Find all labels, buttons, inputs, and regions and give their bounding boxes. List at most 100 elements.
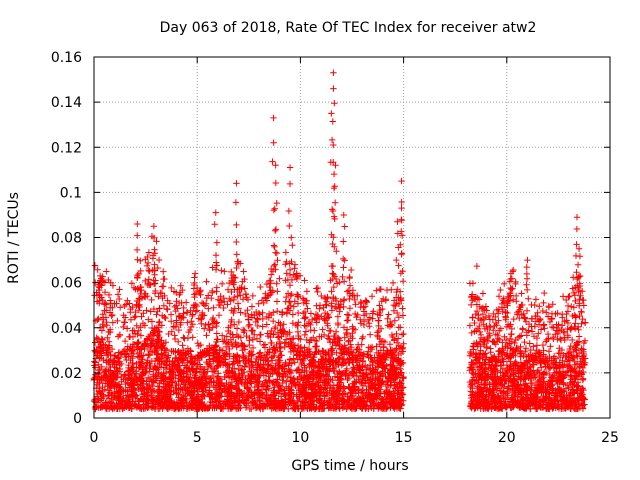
data-point xyxy=(148,296,155,304)
data-point xyxy=(521,315,529,322)
data-point xyxy=(266,283,273,291)
data-point xyxy=(345,287,353,294)
data-point xyxy=(171,335,179,343)
data-point xyxy=(390,307,398,314)
data-point xyxy=(215,370,222,377)
data-point xyxy=(375,317,382,324)
data-point xyxy=(399,312,407,319)
data-point xyxy=(240,268,247,275)
data-point xyxy=(559,293,567,300)
data-point xyxy=(105,338,113,345)
data-point xyxy=(203,332,210,339)
data-point xyxy=(257,331,264,338)
data-point xyxy=(246,405,253,413)
data-point xyxy=(248,303,256,310)
data-point xyxy=(155,256,163,264)
data-point xyxy=(290,303,298,310)
data-point xyxy=(353,346,360,354)
data-point xyxy=(104,334,111,341)
data-point xyxy=(147,308,154,315)
data-point xyxy=(177,282,184,289)
data-point xyxy=(513,298,520,305)
data-point xyxy=(182,299,190,306)
data-point xyxy=(506,335,514,342)
data-point xyxy=(164,306,171,313)
data-point xyxy=(140,310,147,317)
data-point xyxy=(109,357,117,364)
data-point xyxy=(180,334,187,341)
data-point xyxy=(184,319,191,326)
data-point xyxy=(346,274,353,282)
data-point xyxy=(180,304,187,312)
data-point xyxy=(281,339,288,347)
data-point xyxy=(311,343,319,351)
data-point xyxy=(385,311,392,318)
data-point xyxy=(468,301,475,309)
data-point xyxy=(326,327,333,334)
data-point xyxy=(274,288,281,295)
data-point xyxy=(218,267,225,274)
data-point xyxy=(301,331,308,339)
data-point xyxy=(360,321,368,329)
data-point xyxy=(288,290,295,298)
data-point xyxy=(246,321,253,328)
data-point xyxy=(301,322,308,329)
data-point xyxy=(577,308,585,315)
data-point xyxy=(241,390,248,397)
data-point xyxy=(163,305,171,313)
data-point xyxy=(160,283,167,290)
data-point xyxy=(395,314,403,321)
data-point xyxy=(301,315,308,322)
data-point xyxy=(479,310,487,318)
data-point xyxy=(575,333,583,340)
data-point xyxy=(391,317,399,324)
data-point xyxy=(120,318,128,326)
data-point xyxy=(283,270,290,277)
data-point xyxy=(398,331,406,338)
data-point xyxy=(273,298,281,305)
data-point xyxy=(313,285,320,292)
data-point xyxy=(120,323,127,331)
data-point xyxy=(343,329,350,337)
data-point xyxy=(359,333,367,341)
data-point xyxy=(526,340,533,347)
data-point xyxy=(399,305,406,312)
data-points xyxy=(90,69,589,413)
data-point xyxy=(167,311,175,318)
data-point xyxy=(153,311,160,318)
data-point xyxy=(282,249,290,256)
data-point xyxy=(376,286,384,293)
data-point xyxy=(340,278,348,285)
data-point xyxy=(249,292,256,300)
data-point xyxy=(155,319,163,326)
data-point xyxy=(272,226,280,233)
data-point xyxy=(91,262,99,269)
data-point xyxy=(255,300,262,307)
data-point xyxy=(389,279,397,287)
data-point xyxy=(259,315,266,323)
data-point xyxy=(246,341,253,349)
data-point xyxy=(479,290,487,297)
data-point xyxy=(172,378,179,385)
data-point xyxy=(366,331,374,338)
data-point xyxy=(521,338,528,346)
data-point xyxy=(174,338,182,346)
data-point xyxy=(373,287,380,294)
data-point xyxy=(215,312,223,319)
data-point xyxy=(393,330,400,338)
data-point xyxy=(188,317,195,325)
data-point xyxy=(145,249,153,256)
data-point xyxy=(218,280,226,288)
data-point xyxy=(161,275,168,283)
data-point xyxy=(257,283,264,291)
data-point xyxy=(108,312,115,320)
data-point xyxy=(144,253,151,261)
data-point xyxy=(268,271,275,278)
data-point xyxy=(145,276,153,283)
data-point xyxy=(340,264,347,271)
data-point xyxy=(132,313,139,320)
data-point xyxy=(289,311,297,318)
data-point xyxy=(312,342,320,350)
data-point xyxy=(103,268,110,275)
data-point xyxy=(99,311,107,318)
